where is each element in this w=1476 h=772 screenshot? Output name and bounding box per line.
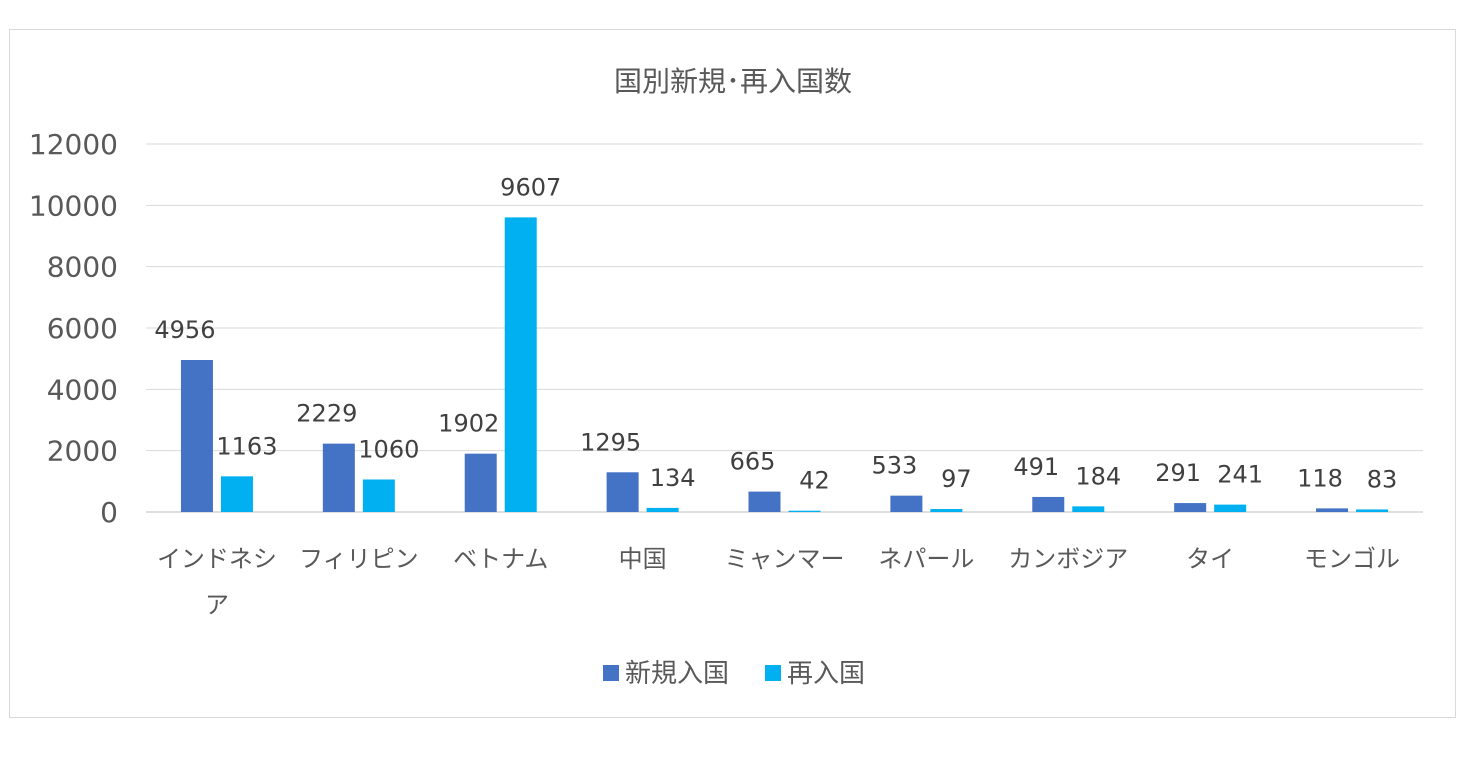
y-tick-label: 2000	[47, 435, 118, 468]
bars	[180, 217, 1389, 513]
bar	[220, 476, 253, 512]
y-tick-label: 12000	[29, 128, 118, 161]
bar	[788, 510, 821, 512]
x-tick-label: ベトナム	[453, 545, 548, 573]
data-label: 134	[650, 464, 696, 492]
bar	[1174, 503, 1207, 512]
data-label: 2229	[296, 400, 357, 428]
x-tick-label: カンボジア	[1008, 545, 1128, 573]
data-label: 4956	[154, 316, 215, 344]
data-label: 291	[1155, 459, 1201, 487]
bar	[504, 217, 537, 513]
data-label: 1902	[438, 410, 499, 438]
data-label: 1295	[580, 428, 641, 456]
x-tick-label: ミャンマー	[725, 545, 845, 573]
legend-swatch	[765, 665, 781, 681]
legend: 新規入国 再入国	[603, 659, 865, 689]
bar	[748, 491, 781, 512]
data-label: 1060	[358, 435, 419, 463]
data-label: 83	[1367, 465, 1398, 493]
bar	[1072, 506, 1105, 512]
data-label: 42	[799, 467, 830, 495]
bar	[646, 507, 679, 512]
x-tick-label: ア	[205, 591, 229, 619]
y-tick-label: 10000	[29, 189, 118, 222]
x-tick-label: タイ	[1186, 545, 1234, 573]
bar	[1214, 504, 1247, 512]
data-label: 97	[941, 465, 972, 493]
gridlines	[146, 143, 1423, 513]
y-tick-label: 0	[100, 496, 118, 529]
bar	[180, 360, 213, 512]
bar	[464, 453, 497, 512]
legend-label: 新規入国	[625, 659, 729, 689]
bar	[1356, 509, 1389, 512]
bar	[1032, 496, 1065, 512]
x-tick-label: モンゴル	[1304, 545, 1400, 573]
data-label: 184	[1075, 462, 1121, 490]
data-label: 118	[1297, 464, 1343, 492]
y-tick-label: 8000	[47, 251, 118, 284]
x-tick-label: ネパール	[878, 545, 974, 573]
data-labels: 4956 2229 1902 1295 665 533 491 291 118 1163 1060 9…	[154, 173, 1397, 494]
data-label: 1163	[216, 432, 277, 460]
bar	[362, 479, 395, 512]
x-tick-label: フィリピン	[299, 545, 419, 573]
data-label: 9607	[500, 173, 561, 201]
data-label: 533	[871, 452, 917, 480]
chart-title: 国別新規･再入国数	[614, 65, 852, 98]
data-label: 241	[1217, 461, 1263, 489]
bar	[606, 472, 639, 512]
bar	[1316, 508, 1349, 512]
legend-swatch	[603, 665, 619, 681]
x-tick-label: 中国	[619, 545, 667, 573]
bar	[890, 495, 923, 512]
y-tick-label: 4000	[47, 373, 118, 406]
bar	[930, 509, 963, 512]
data-label: 665	[730, 448, 776, 476]
bar	[322, 443, 355, 512]
x-tick-label: インドネシ	[157, 545, 277, 573]
data-label: 491	[1013, 453, 1059, 481]
y-tick-label: 6000	[47, 312, 118, 345]
legend-label: 再入国	[787, 659, 865, 689]
y-axis-tick-labels: 0 2000 4000 6000 8000 10000 12000	[29, 128, 118, 529]
